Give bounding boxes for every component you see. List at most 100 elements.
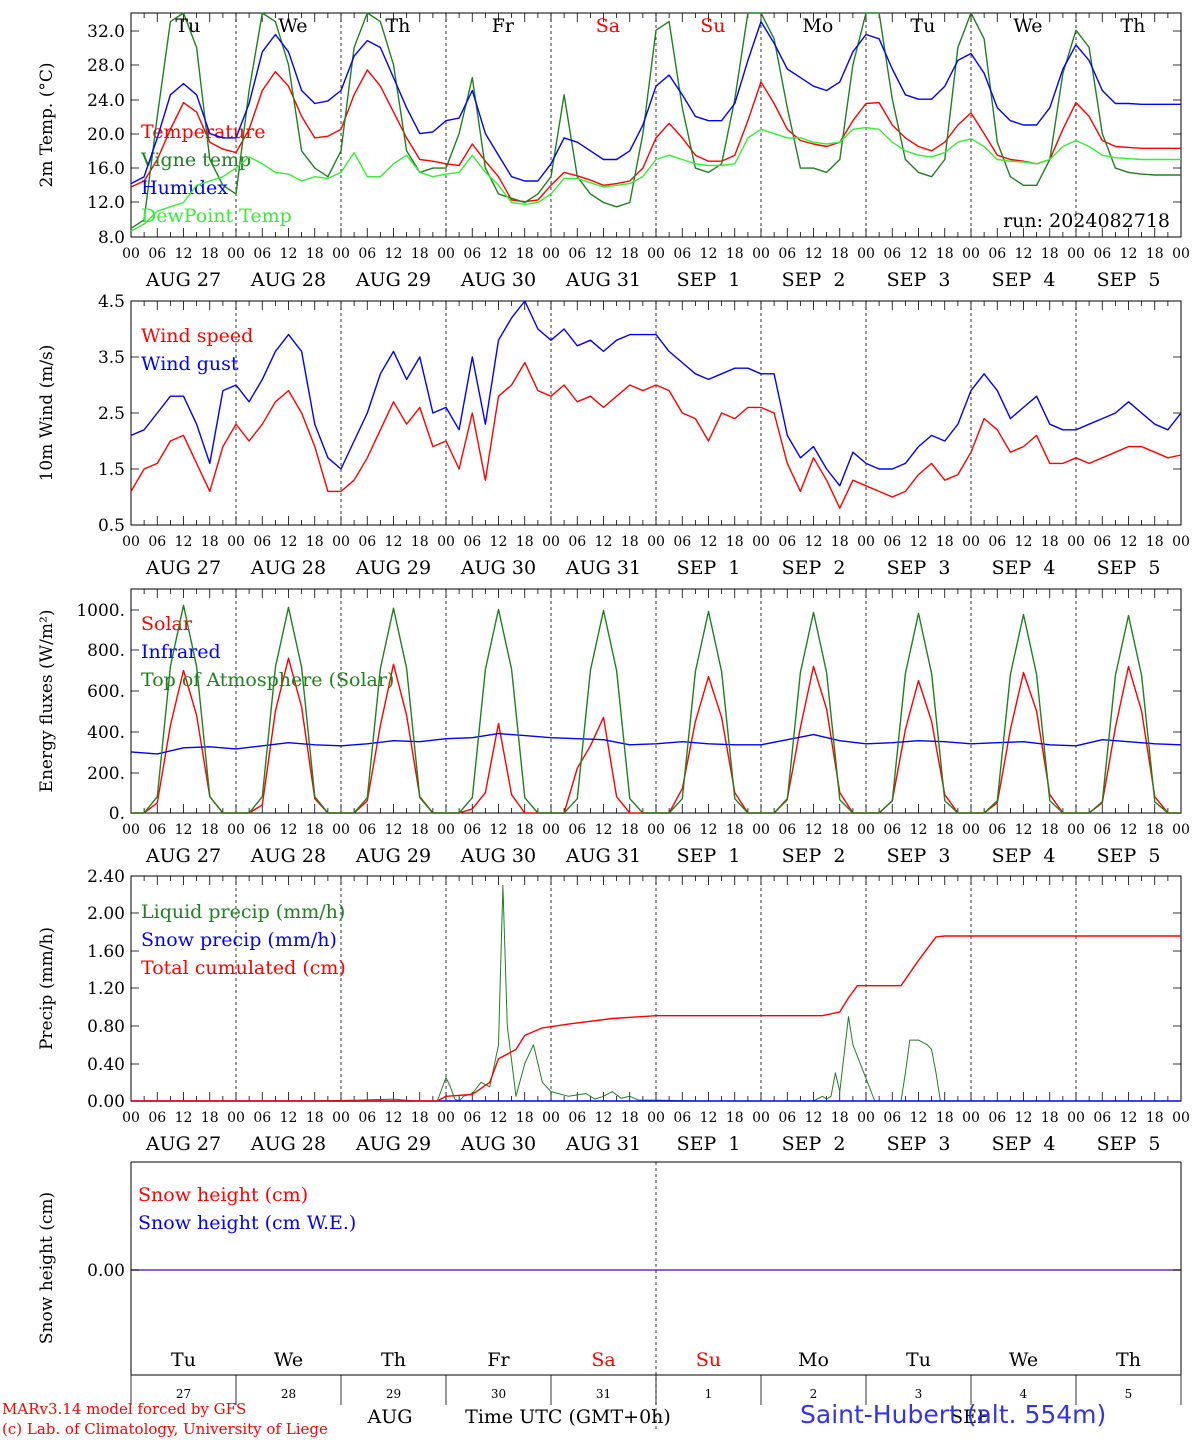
weekday-label: Sa (591, 1349, 615, 1371)
hour-tick-label: 00 (332, 246, 350, 262)
hour-tick-label: 00 (647, 1110, 665, 1126)
hour-tick-label: 00 (962, 246, 980, 262)
y-axis-label: Snow height (cm) (37, 1192, 57, 1344)
hour-tick-label: 00 (122, 822, 140, 838)
hour-tick-label: 00 (332, 822, 350, 838)
date-label: AUG 31 (565, 557, 641, 579)
y-axis-label: Energy fluxes (W/m²) (37, 610, 57, 793)
hour-tick-label: 06 (673, 822, 691, 838)
hour-tick-label: 12 (700, 534, 718, 550)
hour-tick-label: 00 (1067, 822, 1085, 838)
y-tick-label: 28.0 (87, 56, 125, 76)
hour-tick-label: 18 (306, 822, 324, 838)
date-label: AUG 29 (355, 1133, 431, 1155)
series-line (131, 935, 1181, 1102)
date-label: SEP 2 (782, 557, 846, 579)
hour-tick-label: 18 (831, 534, 849, 550)
day-number: 2 (810, 1387, 818, 1401)
hour-tick-label: 06 (253, 534, 271, 550)
legend-entry: Humidex (141, 177, 228, 199)
weekday-label: Mo (802, 15, 833, 37)
hour-tick-label: 00 (227, 822, 245, 838)
hour-tick-label: 18 (621, 1110, 639, 1126)
date-label: SEP 1 (677, 269, 741, 291)
date-label: AUG 29 (355, 269, 431, 291)
series-line (130, 361, 1182, 509)
hour-tick-label: 18 (936, 534, 954, 550)
date-label: AUG 28 (250, 845, 326, 867)
y-axis-label: Precip (mm/h) (37, 927, 57, 1050)
hour-tick-label: 12 (385, 1110, 403, 1126)
hour-tick-label: 06 (148, 1110, 166, 1126)
date-label: AUG 27 (145, 845, 221, 867)
hour-tick-label: 06 (463, 822, 481, 838)
hour-tick-label: 12 (490, 822, 508, 838)
hour-tick-label: 12 (910, 246, 928, 262)
y-tick-label: 4.5 (98, 292, 125, 312)
hour-tick-label: 00 (437, 534, 455, 550)
panel-frame (130, 588, 1182, 814)
date-label: SEP 3 (887, 557, 951, 579)
hour-tick-label: 06 (358, 822, 376, 838)
hour-tick-label: 06 (253, 246, 271, 262)
date-label: AUG 31 (565, 845, 641, 867)
hour-tick-label: 12 (175, 822, 193, 838)
date-label: SEP 4 (992, 1133, 1056, 1155)
y-tick-label: 8.0 (98, 228, 125, 248)
hour-tick-label: 00 (332, 1110, 350, 1126)
weekday-label: Su (696, 1349, 721, 1371)
hour-tick-label: 12 (595, 246, 613, 262)
hour-tick-label: 12 (1120, 822, 1138, 838)
hour-tick-label: 00 (542, 1110, 560, 1126)
hour-tick-label: 00 (542, 246, 560, 262)
hour-tick-label: 12 (595, 822, 613, 838)
hour-tick-label: 06 (463, 1110, 481, 1126)
hour-tick-label: 00 (332, 534, 350, 550)
legend-entry: Wind gust (141, 353, 239, 375)
weekday-label: Th (385, 15, 410, 37)
series-line (130, 20, 1181, 185)
y-tick-label: 600. (87, 682, 125, 702)
hour-tick-label: 18 (621, 246, 639, 262)
hour-tick-label: 12 (490, 246, 508, 262)
hour-tick-label: 00 (1172, 246, 1190, 262)
hour-tick-label: 06 (988, 822, 1006, 838)
legend-entry: Wind speed (141, 325, 253, 347)
copyright-credit: (c) Lab. of Climatology, University of L… (2, 1420, 328, 1438)
hour-tick-label: 12 (1015, 534, 1033, 550)
hour-tick-label: 06 (463, 246, 481, 262)
weekday-label: Mo (798, 1349, 829, 1371)
model-credit: MARv3.14 model forced by GFS (2, 1400, 247, 1418)
y-tick-label: 12.0 (87, 193, 125, 213)
weekday-label: Th (381, 1349, 406, 1371)
hour-tick-label: 00 (962, 1110, 980, 1126)
hour-tick-label: 18 (411, 1110, 429, 1126)
hour-tick-label: 06 (568, 1110, 586, 1126)
date-label: AUG 28 (250, 1133, 326, 1155)
day-number: 1 (705, 1387, 713, 1401)
day-number: 30 (491, 1387, 506, 1401)
hour-tick-label: 12 (385, 534, 403, 550)
hour-tick-label: 18 (411, 822, 429, 838)
weekday-label: Tu (175, 15, 200, 37)
date-label: AUG 30 (460, 557, 536, 579)
weekday-label: We (1009, 1349, 1038, 1371)
date-label: AUG 29 (355, 845, 431, 867)
hour-tick-label: 00 (437, 246, 455, 262)
hour-tick-label: 18 (411, 534, 429, 550)
day-number: 5 (1125, 1387, 1133, 1401)
y-tick-label: 24.0 (87, 91, 125, 111)
y-tick-label: 2.40 (87, 867, 125, 887)
panel-energy: 0. 200. 400. 600. 800. 1000. Energy fluxes (W/… (37, 588, 1190, 867)
hour-tick-label: 12 (910, 822, 928, 838)
legend-entry: Infrared (141, 641, 221, 663)
series-line (130, 126, 1181, 232)
hour-tick-label: 12 (805, 822, 823, 838)
hour-tick-label: 12 (910, 534, 928, 550)
hour-tick-label: 12 (1120, 246, 1138, 262)
legend-entry: DewPoint Temp (141, 205, 292, 227)
day-number: 27 (176, 1387, 191, 1401)
date-label: AUG 27 (145, 269, 221, 291)
hour-tick-label: 12 (385, 822, 403, 838)
y-tick-label: 0.80 (87, 1017, 125, 1037)
